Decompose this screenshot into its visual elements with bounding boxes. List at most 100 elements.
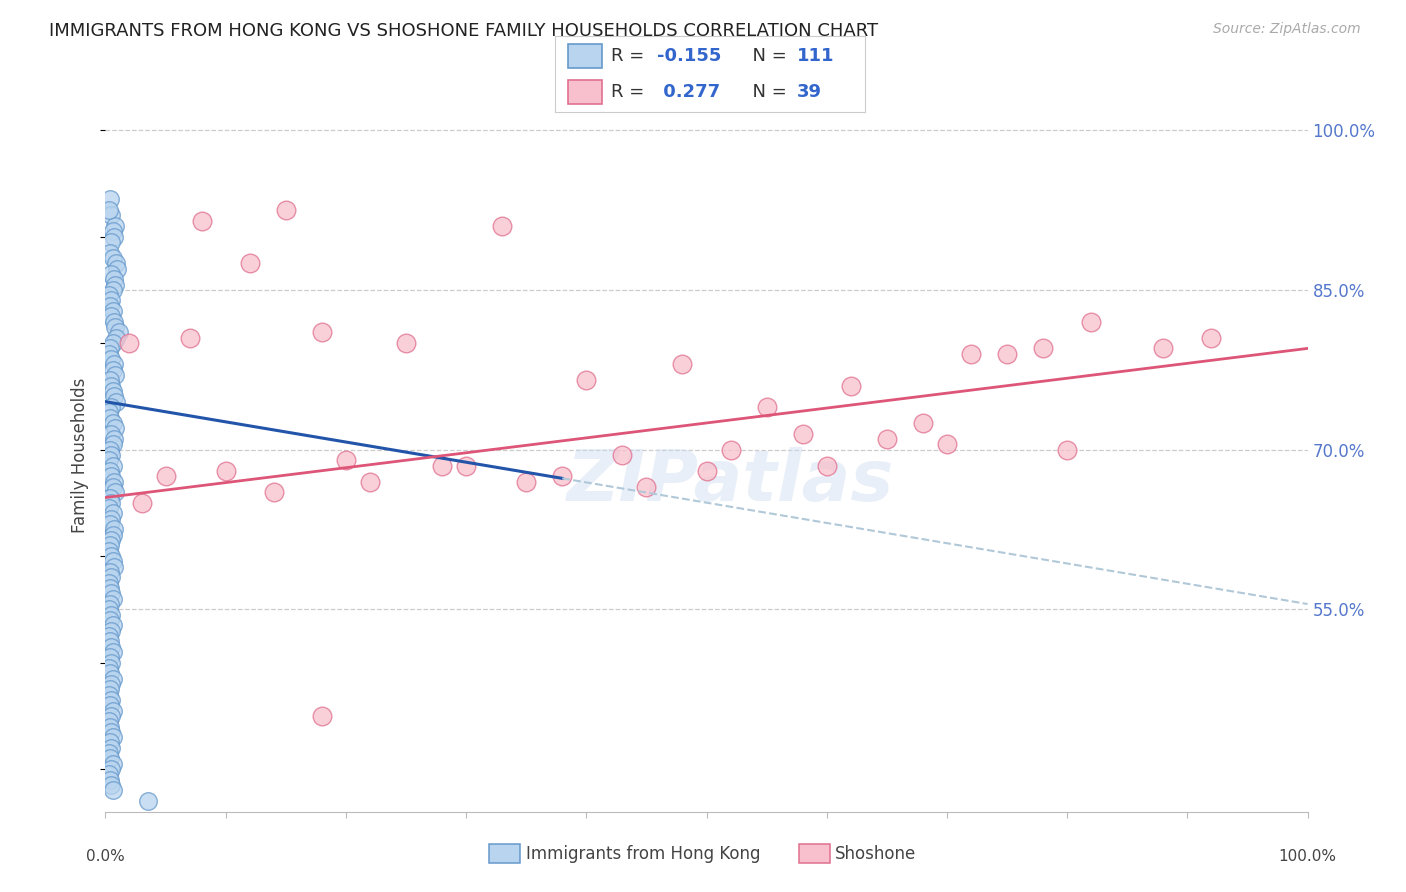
Point [100,400,122,414]
Point [100,586,122,600]
Point [136,794,159,808]
Point [103,523,125,537]
Point [100,426,122,441]
Point [101,251,124,265]
Point [98,682,121,697]
Point [101,730,124,744]
Point [98,634,121,648]
Point [815,458,838,473]
Point [239,256,262,270]
Point [1032,342,1054,356]
Point [104,277,127,292]
Point [274,202,297,217]
Point [101,304,124,318]
Point [960,347,983,361]
Point [335,453,357,467]
Point [104,485,127,500]
Point [98,613,121,627]
Point [98,666,121,681]
Point [179,331,201,345]
Point [103,358,125,372]
Text: N =: N = [741,47,793,65]
Point [98,192,121,206]
Point [190,213,212,227]
Point [98,405,121,419]
Point [551,469,574,483]
Point [100,762,122,776]
Point [103,559,125,574]
Point [101,704,124,718]
Text: 111: 111 [797,47,834,65]
Point [98,347,121,361]
Point [936,437,959,451]
Point [98,453,121,467]
Point [1056,442,1078,457]
Point [100,533,122,548]
Point [100,656,122,670]
Point [104,368,127,382]
Point [118,336,141,351]
Point [101,618,124,632]
Point [263,485,285,500]
Text: 39: 39 [797,83,821,101]
Text: Immigrants from Hong Kong: Immigrants from Hong Kong [526,845,761,863]
Point [101,480,124,494]
Point [100,624,122,638]
Point [98,538,121,552]
Point [98,410,121,425]
Point [101,384,124,398]
Point [103,229,125,244]
Point [98,581,121,595]
Point [98,772,121,787]
Text: R =: R = [612,83,650,101]
Point [101,645,124,659]
Point [359,475,381,489]
Point [100,496,122,510]
Point [98,602,121,616]
Bar [568,44,602,69]
Point [101,507,124,521]
Point [98,597,121,611]
Point [100,293,122,308]
Point [98,342,121,356]
Point [105,331,128,345]
Point [612,448,634,462]
Point [98,714,121,729]
Point [131,496,153,510]
Point [101,672,124,686]
Point [98,767,121,781]
Point [104,320,127,334]
Point [101,591,124,606]
Point [98,698,121,713]
Point [876,432,898,446]
Point [98,688,121,702]
Point [100,310,122,324]
Point [395,336,418,351]
Point [100,709,122,723]
Y-axis label: Family Households: Family Households [72,377,90,533]
Point [98,650,121,665]
Bar [568,79,602,104]
Point [101,416,124,430]
Point [103,272,125,286]
Point [98,565,121,579]
Point [100,267,122,281]
Point [100,570,122,584]
Point [1080,315,1102,329]
Text: ZIPatlas: ZIPatlas [567,447,894,516]
Point [454,458,477,473]
Text: 0.0%: 0.0% [86,849,125,864]
Point [755,400,778,414]
Point [101,283,124,297]
Point [101,362,124,376]
Point [98,719,121,733]
Point [107,261,129,276]
Point [720,442,742,457]
Point [100,778,122,792]
Point [100,693,122,707]
Point [98,629,121,643]
Point [430,458,453,473]
Text: 0.277: 0.277 [658,83,720,101]
Point [100,607,122,622]
Point [575,373,598,387]
